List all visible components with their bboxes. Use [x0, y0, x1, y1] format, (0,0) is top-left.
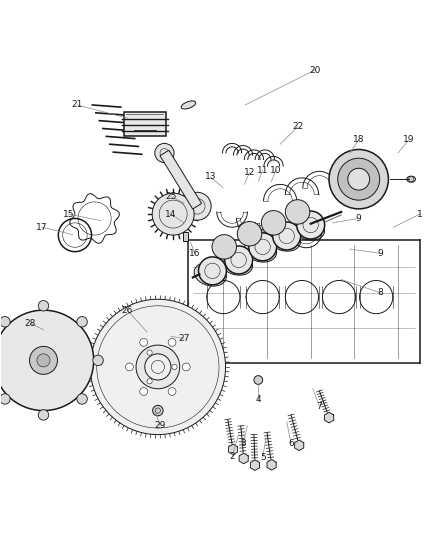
Circle shape	[152, 405, 163, 416]
Circle shape	[297, 211, 325, 239]
Text: 20: 20	[309, 66, 321, 75]
Circle shape	[183, 192, 211, 220]
Text: 25: 25	[165, 192, 177, 201]
Text: 19: 19	[403, 135, 415, 144]
Circle shape	[168, 387, 176, 395]
Circle shape	[338, 158, 380, 200]
Polygon shape	[229, 444, 237, 455]
Text: 26: 26	[122, 305, 133, 314]
Ellipse shape	[151, 394, 164, 418]
Text: 8: 8	[378, 288, 383, 297]
Circle shape	[37, 354, 50, 367]
Ellipse shape	[113, 339, 135, 356]
Circle shape	[29, 346, 57, 374]
Text: 12: 12	[244, 168, 255, 177]
Text: 9: 9	[356, 214, 362, 223]
Circle shape	[147, 378, 152, 384]
Ellipse shape	[220, 252, 253, 275]
Circle shape	[136, 345, 180, 389]
Circle shape	[286, 200, 310, 224]
Circle shape	[152, 193, 194, 235]
Text: 4: 4	[255, 395, 261, 404]
Text: 7: 7	[317, 402, 322, 411]
Circle shape	[90, 299, 226, 434]
Bar	[124, 111, 166, 135]
Text: 1: 1	[417, 209, 423, 219]
Polygon shape	[160, 150, 201, 209]
Circle shape	[155, 143, 174, 163]
Circle shape	[254, 376, 263, 384]
Circle shape	[168, 338, 176, 346]
Ellipse shape	[244, 239, 276, 262]
Text: 21: 21	[71, 100, 83, 109]
Circle shape	[0, 310, 94, 410]
Text: 18: 18	[353, 135, 364, 144]
Text: 22: 22	[292, 122, 303, 131]
Text: 14: 14	[165, 209, 177, 219]
Text: 6: 6	[288, 439, 294, 448]
Ellipse shape	[181, 339, 203, 356]
Ellipse shape	[181, 378, 203, 395]
Ellipse shape	[268, 228, 300, 251]
Circle shape	[145, 354, 171, 380]
Text: 27: 27	[178, 334, 190, 343]
Ellipse shape	[181, 101, 196, 109]
Polygon shape	[251, 460, 260, 471]
Text: 16: 16	[189, 249, 201, 258]
Circle shape	[0, 394, 10, 404]
Circle shape	[147, 350, 152, 355]
Circle shape	[329, 149, 389, 209]
Circle shape	[172, 364, 177, 369]
Circle shape	[198, 257, 226, 285]
Ellipse shape	[293, 217, 325, 240]
Circle shape	[0, 317, 10, 327]
Circle shape	[77, 394, 87, 404]
Text: 13: 13	[205, 173, 216, 182]
Polygon shape	[295, 440, 304, 450]
Bar	[183, 231, 188, 241]
Text: 11: 11	[257, 166, 268, 175]
Circle shape	[237, 222, 262, 246]
Circle shape	[212, 235, 237, 259]
Circle shape	[140, 387, 148, 395]
Circle shape	[348, 168, 370, 190]
Text: 10: 10	[270, 166, 282, 175]
Circle shape	[273, 222, 300, 250]
Ellipse shape	[151, 316, 164, 340]
Polygon shape	[267, 459, 276, 470]
Circle shape	[140, 338, 148, 346]
Text: 28: 28	[25, 319, 36, 328]
Circle shape	[77, 317, 87, 327]
Circle shape	[182, 363, 190, 371]
Text: 2: 2	[229, 452, 235, 461]
Circle shape	[225, 246, 253, 274]
Text: 5: 5	[260, 453, 265, 462]
Polygon shape	[325, 413, 334, 423]
Text: 3: 3	[240, 439, 246, 448]
Circle shape	[38, 301, 49, 311]
Text: 17: 17	[36, 223, 48, 232]
Circle shape	[93, 355, 103, 366]
Ellipse shape	[113, 378, 135, 395]
Polygon shape	[239, 453, 248, 464]
Circle shape	[141, 127, 148, 134]
Text: 15: 15	[63, 209, 74, 219]
Circle shape	[126, 363, 134, 371]
Circle shape	[261, 211, 286, 235]
Circle shape	[38, 410, 49, 420]
Ellipse shape	[407, 176, 416, 182]
Circle shape	[249, 233, 277, 261]
Ellipse shape	[194, 263, 226, 286]
Text: 29: 29	[154, 422, 166, 430]
Text: 9: 9	[378, 249, 383, 258]
